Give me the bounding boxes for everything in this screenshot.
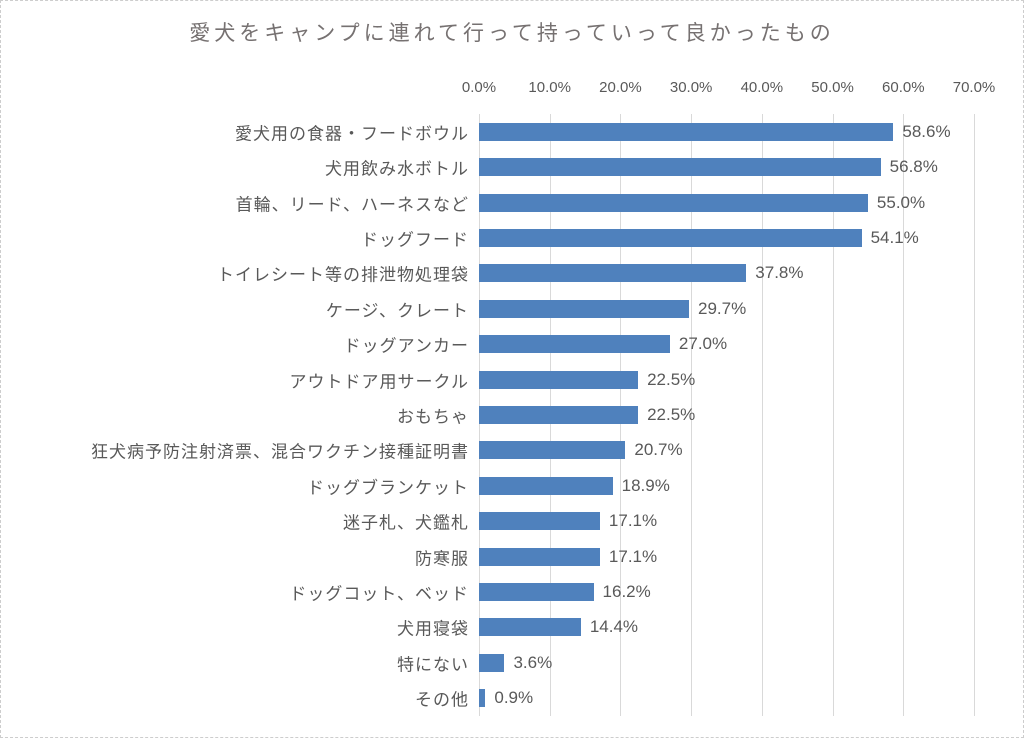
category-label: 愛犬用の食器・フードボウル [235, 124, 469, 144]
category-label: アウトドア用サークル [289, 372, 469, 392]
value-label: 16.2% [602, 582, 651, 602]
gridline [903, 114, 905, 716]
category-label: 特にない [397, 655, 469, 675]
category-label: 狂犬病予防注射済票、混合ワクチン接種証明書 [91, 442, 469, 462]
value-label: 54.1% [870, 227, 919, 247]
value-label: 18.9% [621, 475, 670, 495]
bar [479, 193, 868, 212]
x-axis-tick-label: 40.0% [740, 79, 784, 96]
bar [479, 406, 639, 424]
x-axis-tick-label: 50.0% [811, 79, 854, 96]
value-label: 17.1% [608, 511, 658, 531]
bar [479, 476, 613, 495]
category-label: 防寒服 [415, 549, 469, 569]
bar [479, 335, 670, 354]
category-label: ドッグアンカー [343, 336, 469, 356]
value-label: 58.6% [902, 121, 951, 141]
category-label: トイレシート等の排泄物処理袋 [217, 265, 469, 285]
category-label: ドッグフード [361, 230, 469, 250]
value-label: 37.8% [755, 263, 804, 283]
x-axis-tick-label: 0.0% [461, 79, 497, 96]
x-axis-tick-label: 20.0% [599, 79, 642, 96]
bar [479, 618, 581, 637]
x-axis-tick-label: 10.0% [528, 79, 571, 96]
chart-title: 愛犬をキャンプに連れて行って持っていって良かったもの [189, 22, 835, 45]
value-label: 17.1% [608, 546, 658, 566]
value-label: 22.5% [647, 369, 696, 389]
bar [479, 583, 594, 602]
value-label: 3.6% [513, 652, 553, 672]
value-label: 29.7% [698, 298, 747, 318]
category-label: ドッグコット、ベッド [289, 584, 469, 604]
category-label: 犬用寝袋 [397, 619, 469, 639]
value-label: 14.4% [589, 617, 639, 637]
value-label: 27.0% [678, 334, 728, 354]
bar [479, 689, 486, 708]
bar [479, 512, 600, 531]
gridline [974, 114, 975, 716]
x-axis-tick-label: 70.0% [952, 79, 996, 96]
gridline [832, 114, 834, 716]
bar [479, 299, 690, 318]
category-label: 犬用飲み水ボトル [325, 159, 469, 179]
category-label: おもちゃ [397, 407, 469, 427]
bar [479, 122, 894, 141]
value-label: 22.5% [647, 405, 696, 424]
bar [479, 653, 505, 672]
value-label: 56.8% [889, 157, 938, 177]
category-label: その他 [415, 690, 469, 710]
category-label: ケージ、クレート [325, 301, 469, 321]
bar [479, 547, 600, 566]
bar [479, 370, 639, 389]
gridline [691, 114, 693, 716]
value-label: 0.9% [494, 688, 534, 708]
x-axis-tick-label: 60.0% [882, 79, 925, 96]
bar [479, 228, 862, 247]
category-label: 首輪、リード、ハーネスなど [235, 195, 469, 215]
value-label: 55.0% [876, 192, 926, 212]
category-label: ドッグブランケット [307, 478, 469, 498]
value-label: 20.7% [634, 440, 683, 460]
bar [479, 264, 747, 283]
category-label: 迷子札、犬鑑札 [343, 513, 469, 533]
gridline [761, 114, 763, 716]
bar [479, 441, 626, 460]
bar [479, 158, 881, 177]
x-axis-tick-label: 30.0% [669, 79, 713, 96]
